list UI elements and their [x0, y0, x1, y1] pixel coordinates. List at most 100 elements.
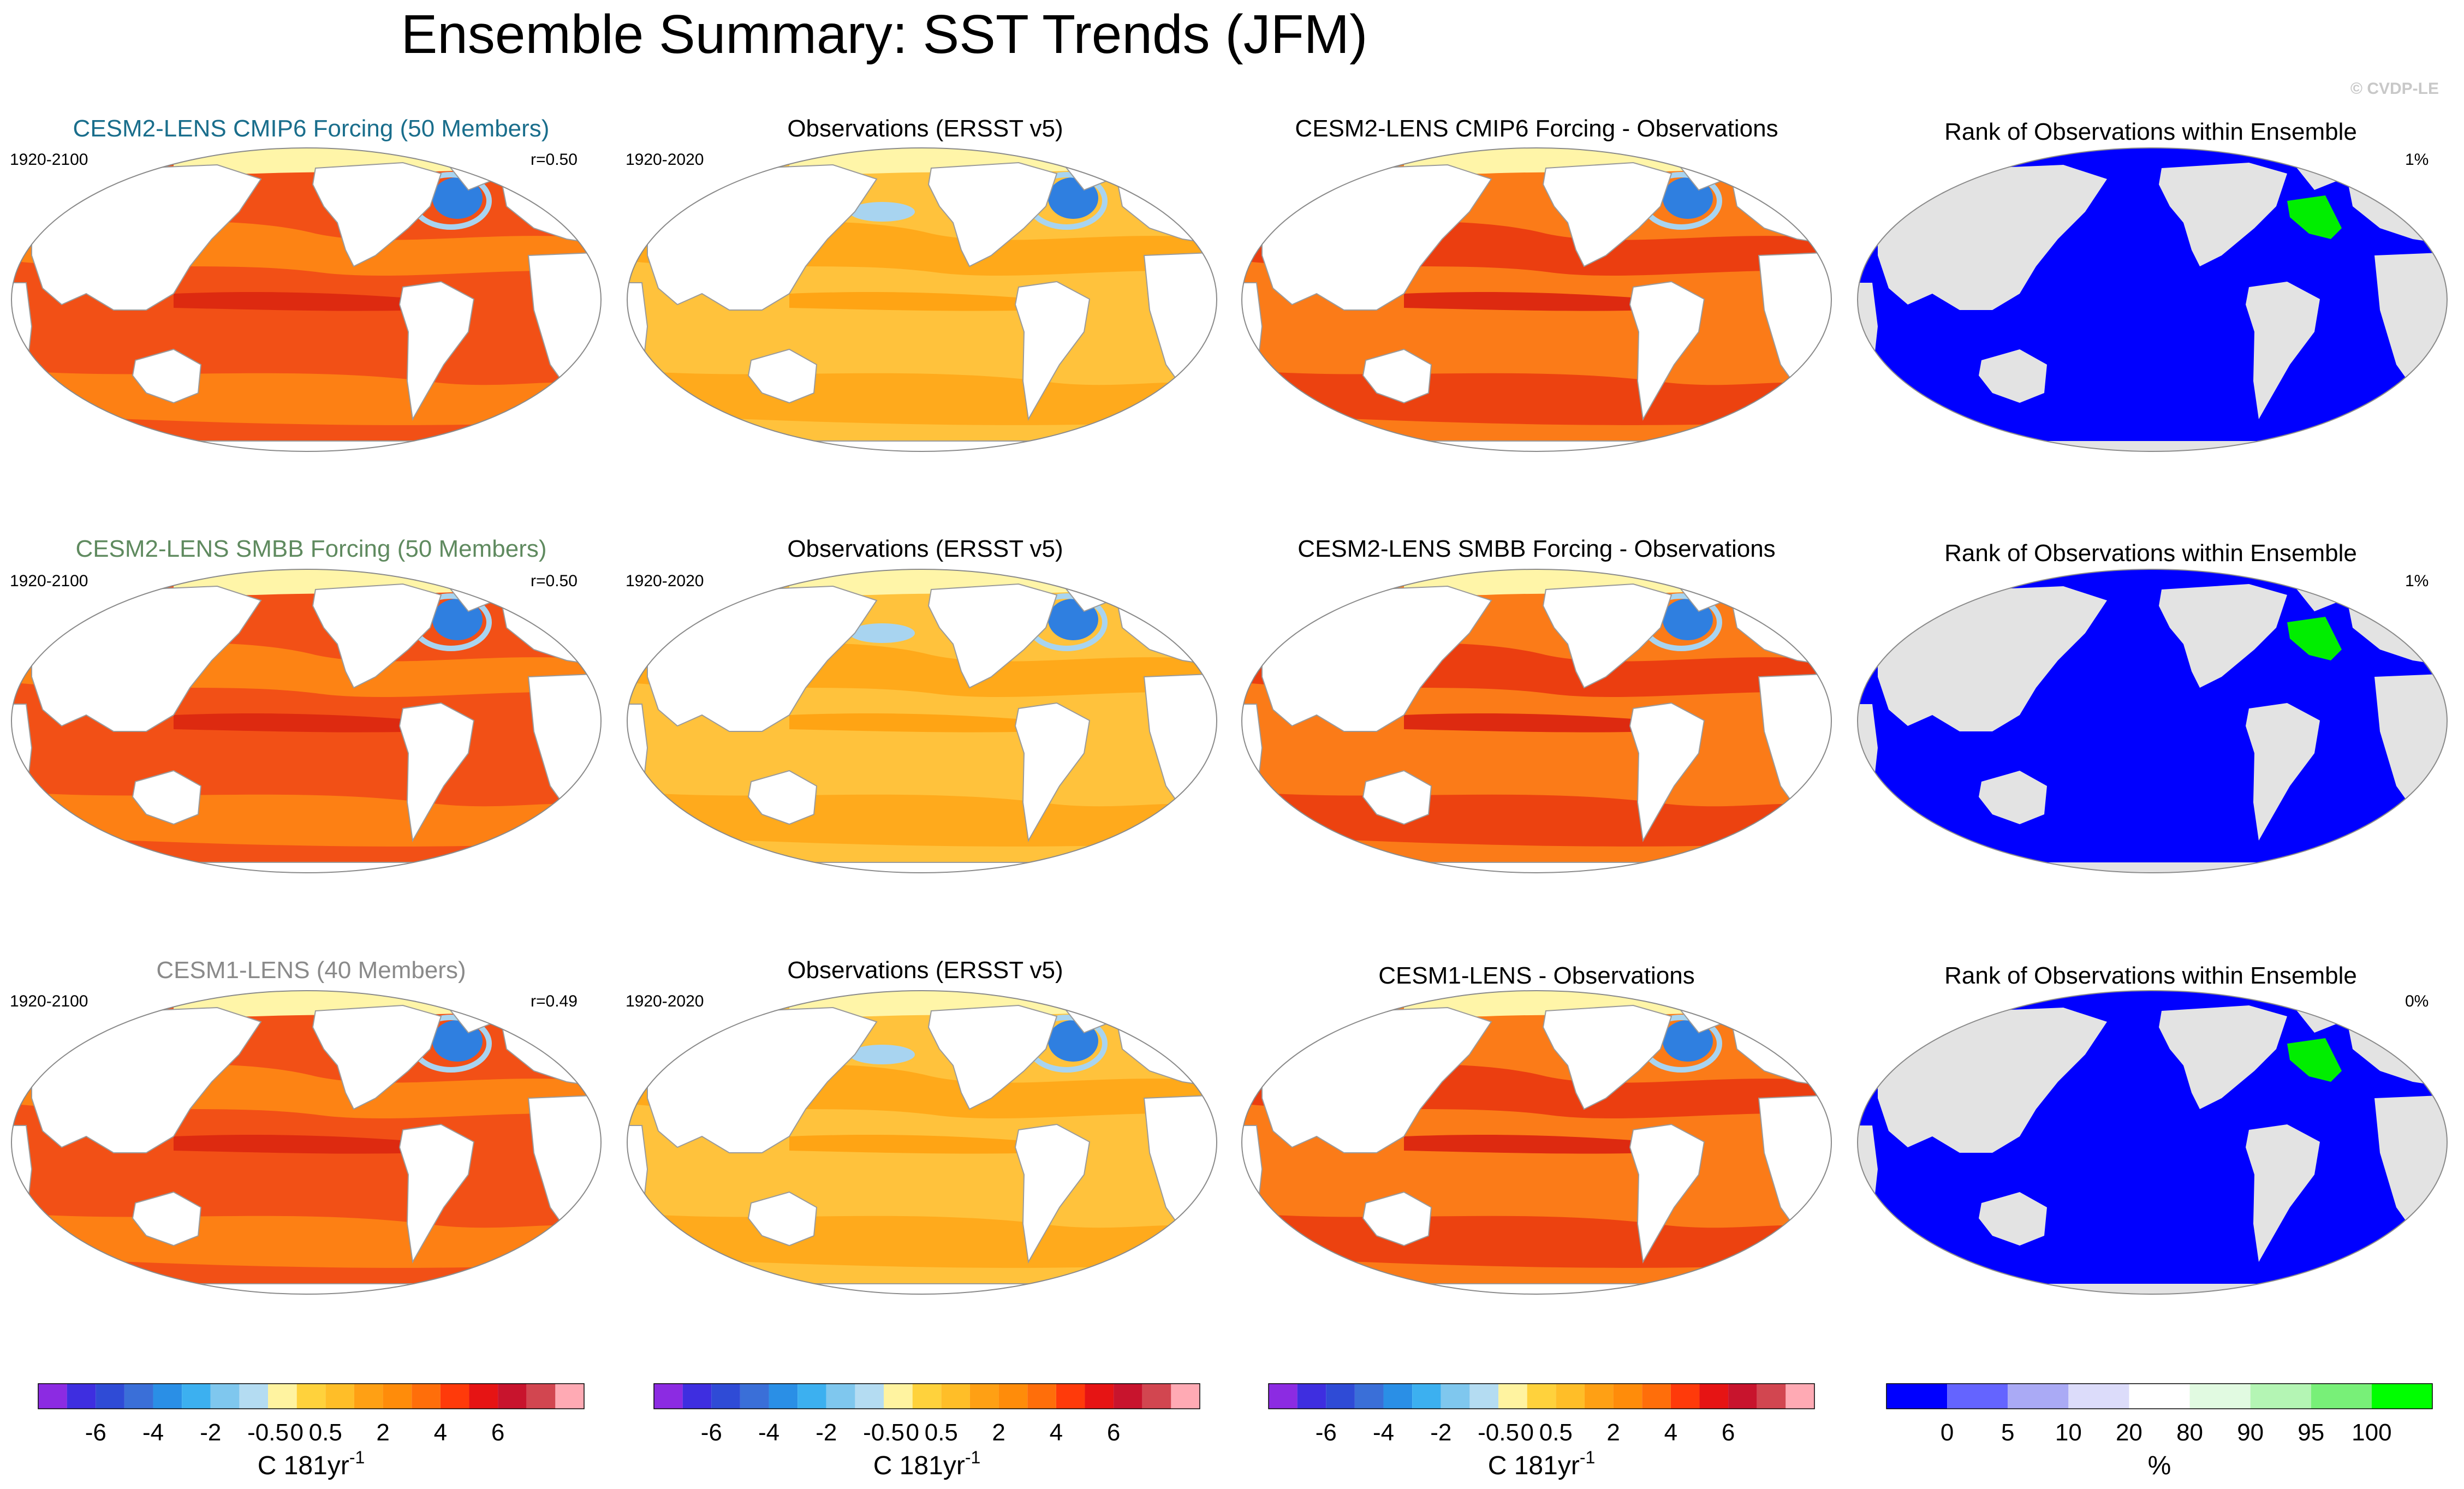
- colorbar-swatch: [1171, 1384, 1200, 1409]
- colorbar-swatch: [325, 1384, 354, 1409]
- colorbar-swatch: [711, 1384, 740, 1409]
- colorbar-swatch: [1785, 1384, 1814, 1409]
- colorbar-tick-label: 0.5: [925, 1419, 958, 1446]
- colorbar-swatch: [1354, 1384, 1384, 1409]
- colorbar-swatch: [1699, 1384, 1729, 1409]
- colorbar-swatch: [884, 1384, 913, 1409]
- colorbar-swatch: [2008, 1384, 2069, 1409]
- colorbar-swatch: [1584, 1384, 1614, 1409]
- map-rank-row3: [1857, 990, 2448, 1295]
- map-diff-row1: [1241, 147, 1832, 452]
- years-label-model-row1: 1920-2100: [10, 151, 88, 169]
- colorbar-tick-label: -6: [85, 1419, 106, 1446]
- colorbar-unit-label: C 181yr-1: [873, 1448, 981, 1480]
- colorbar-unit-label: C 181yr-1: [1488, 1448, 1596, 1480]
- colorbar-swatch: [1326, 1384, 1355, 1409]
- years-label-model-row3: 1920-2100: [10, 992, 88, 1010]
- colorbar-swatch: [1142, 1384, 1171, 1409]
- colorbar-swatch: [797, 1384, 826, 1409]
- colorbar-swatch: [96, 1384, 124, 1409]
- colorbar-swatch: [1728, 1384, 1757, 1409]
- colorbar-tick-label: 10: [2055, 1419, 2082, 1446]
- map-obs-row2: [627, 569, 1217, 873]
- colorbar-tick-label: -0.5: [1478, 1419, 1519, 1446]
- colorbar-swatch: [1498, 1384, 1527, 1409]
- colorbar-swatch: [383, 1384, 412, 1409]
- colorbar-swatch: [1412, 1384, 1441, 1409]
- map-model-row3: [11, 990, 602, 1295]
- colorbar-swatch: [296, 1384, 326, 1409]
- colorbar-swatch: [1947, 1384, 2008, 1409]
- colorbar-tick-label: 6: [491, 1419, 504, 1446]
- colorbar-sst-3: -6 -4 -2 -0.5 0 0.5 2 4 6 C 181yr-1: [1268, 1383, 1815, 1480]
- colorbar-tick-label: 0: [290, 1419, 303, 1446]
- colorbar-tick-label: -6: [701, 1419, 722, 1446]
- colorbar-tick-label: 0: [1520, 1419, 1533, 1446]
- colorbar-tick-label: 100: [2352, 1419, 2391, 1446]
- colorbar-swatch: [855, 1384, 884, 1409]
- colorbar-swatch: [1527, 1384, 1556, 1409]
- colorbar-swatch: [1556, 1384, 1585, 1409]
- colorbar-swatch: [1297, 1384, 1326, 1409]
- colorbar-swatch: [1056, 1384, 1085, 1409]
- colorbar-swatch: [268, 1384, 297, 1409]
- pct-label-rank-row2: 1%: [2405, 572, 2429, 590]
- colorbar-swatch: [440, 1384, 469, 1409]
- panel-title-model-row2: CESM2-LENS SMBB Forcing (50 Members): [75, 535, 547, 562]
- pct-label-rank-row3: 0%: [2405, 992, 2429, 1010]
- colorbar-tick-label: 20: [2116, 1419, 2142, 1446]
- colorbar-tick-label: -2: [816, 1419, 837, 1446]
- colorbar-sst-2: -6 -4 -2 -0.5 0 0.5 2 4 6 C 181yr-1: [653, 1383, 1200, 1480]
- colorbar-tick-label: 4: [1050, 1419, 1063, 1446]
- colorbar-swatch: [941, 1384, 970, 1409]
- colorbar-swatch: [182, 1384, 211, 1409]
- map-obs-row1: [627, 147, 1217, 452]
- map-diff-row2: [1241, 569, 1832, 873]
- colorbar-tick-label: 4: [1664, 1419, 1677, 1446]
- colorbar-swatch: [1383, 1384, 1413, 1409]
- colorbar-swatch: [769, 1384, 798, 1409]
- colorbar-sst-1: -6 -4 -2 -0.5 0 0.5 2 4 6 C 181yr-1: [38, 1383, 585, 1480]
- colorbar-rank: 0 5 10 20 80 90 95 100%: [1886, 1383, 2433, 1480]
- colorbar-swatch: [1085, 1384, 1114, 1409]
- colorbar-tick-label: 80: [2176, 1419, 2203, 1446]
- panel-title-rank-row3: Rank of Observations within Ensemble: [1944, 962, 2357, 989]
- colorbar-swatch: [555, 1384, 584, 1409]
- colorbar-swatch: [498, 1384, 527, 1409]
- colorbar-tick-label: -4: [1373, 1419, 1394, 1446]
- colorbar-swatch: [38, 1384, 67, 1409]
- colorbar-swatch: [654, 1384, 683, 1409]
- colorbar-unit-label: C 181yr-1: [258, 1448, 365, 1480]
- colorbar-tick-label: -0.5: [247, 1419, 289, 1446]
- colorbar-tick-label: 4: [434, 1419, 447, 1446]
- colorbar-swatch: [969, 1384, 999, 1409]
- colorbar-swatch: [740, 1384, 769, 1409]
- panel-title-obs-row2: Observations (ERSST v5): [787, 535, 1063, 562]
- colorbar-swatch: [998, 1384, 1028, 1409]
- colorbar-swatch: [1269, 1384, 1298, 1409]
- map-rank-row1: [1857, 147, 2448, 452]
- colorbar-swatch: [1027, 1384, 1056, 1409]
- map-obs-row3: [627, 990, 1217, 1295]
- colorbar-swatch: [354, 1384, 383, 1409]
- r-label-model-row3: r=0.49: [531, 992, 578, 1010]
- colorbar-swatch: [1670, 1384, 1700, 1409]
- colorbar-swatch: [210, 1384, 240, 1409]
- r-label-model-row2: r=0.50: [531, 572, 578, 590]
- colorbar-swatch: [1441, 1384, 1470, 1409]
- colorbar-tick-label: -4: [758, 1419, 779, 1446]
- colorbar-tick-label: 6: [1722, 1419, 1735, 1446]
- colorbar-swatch: [2250, 1384, 2311, 1409]
- colorbar-tick-label: 0: [1941, 1419, 1954, 1446]
- colorbar-tick-label: -6: [1316, 1419, 1337, 1446]
- years-label-obs-row2: 1920-2020: [626, 572, 704, 590]
- colorbar-swatch: [1613, 1384, 1642, 1409]
- colorbar-tick-label: 95: [2298, 1419, 2324, 1446]
- colorbar-swatch: [124, 1384, 153, 1409]
- panel-title-obs-row1: Observations (ERSST v5): [787, 115, 1063, 142]
- panel-title-rank-row2: Rank of Observations within Ensemble: [1944, 540, 2357, 567]
- colorbar-tick-label: 90: [2237, 1419, 2264, 1446]
- colorbar-tick-label: -2: [200, 1419, 221, 1446]
- colorbar-swatch: [239, 1384, 269, 1409]
- colorbar-swatch: [153, 1384, 182, 1409]
